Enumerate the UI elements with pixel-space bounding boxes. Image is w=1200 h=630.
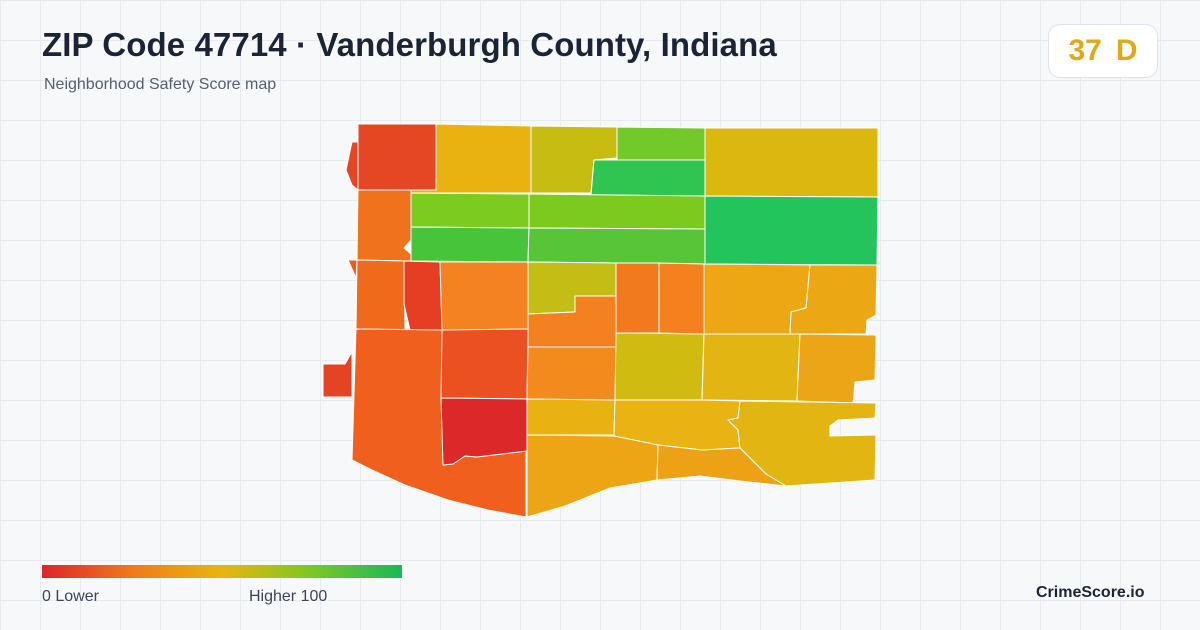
map-area[interactable] (410, 226, 530, 263)
map-area[interactable] (526, 346, 617, 401)
page-title: ZIP Code 47714 · Vanderburgh County, Ind… (42, 26, 777, 63)
map-area[interactable] (356, 189, 412, 262)
map-area[interactable] (440, 328, 529, 400)
page-subtitle: Neighborhood Safety Score map (44, 76, 277, 93)
score-grade: D (1115, 34, 1138, 67)
brand-logo-text: CrimeScore.io (1036, 584, 1145, 601)
map-area[interactable] (410, 192, 530, 229)
legend-min-label: 0 Lower (42, 588, 99, 605)
map-area[interactable] (704, 195, 879, 266)
map-area[interactable] (614, 332, 705, 401)
map-area[interactable] (701, 333, 801, 402)
map-area[interactable] (615, 262, 660, 334)
map-area[interactable] (355, 259, 406, 331)
map-area[interactable] (528, 193, 706, 230)
legend-color-scale (42, 565, 402, 578)
map-area[interactable] (527, 227, 706, 265)
map-area[interactable] (656, 444, 787, 487)
map-area[interactable] (403, 260, 443, 331)
map-area[interactable] (322, 351, 353, 398)
score-value: 37 (1068, 34, 1102, 67)
score-badge: 37 D (1048, 24, 1158, 78)
legend-max-label: Higher 100 (249, 588, 328, 605)
map-area[interactable] (727, 400, 877, 487)
map-area[interactable] (347, 259, 358, 279)
map-area[interactable] (526, 434, 659, 518)
map-area[interactable] (616, 126, 706, 161)
map-area[interactable] (526, 398, 616, 436)
map-area[interactable] (796, 333, 877, 404)
map-area[interactable] (658, 262, 705, 335)
map-area[interactable] (439, 261, 529, 331)
map-area[interactable] (590, 159, 706, 197)
map-area[interactable] (440, 397, 528, 466)
map-area[interactable] (345, 141, 359, 191)
map-area[interactable] (704, 127, 879, 198)
map-area[interactable] (357, 123, 437, 191)
map-area[interactable] (789, 264, 878, 335)
